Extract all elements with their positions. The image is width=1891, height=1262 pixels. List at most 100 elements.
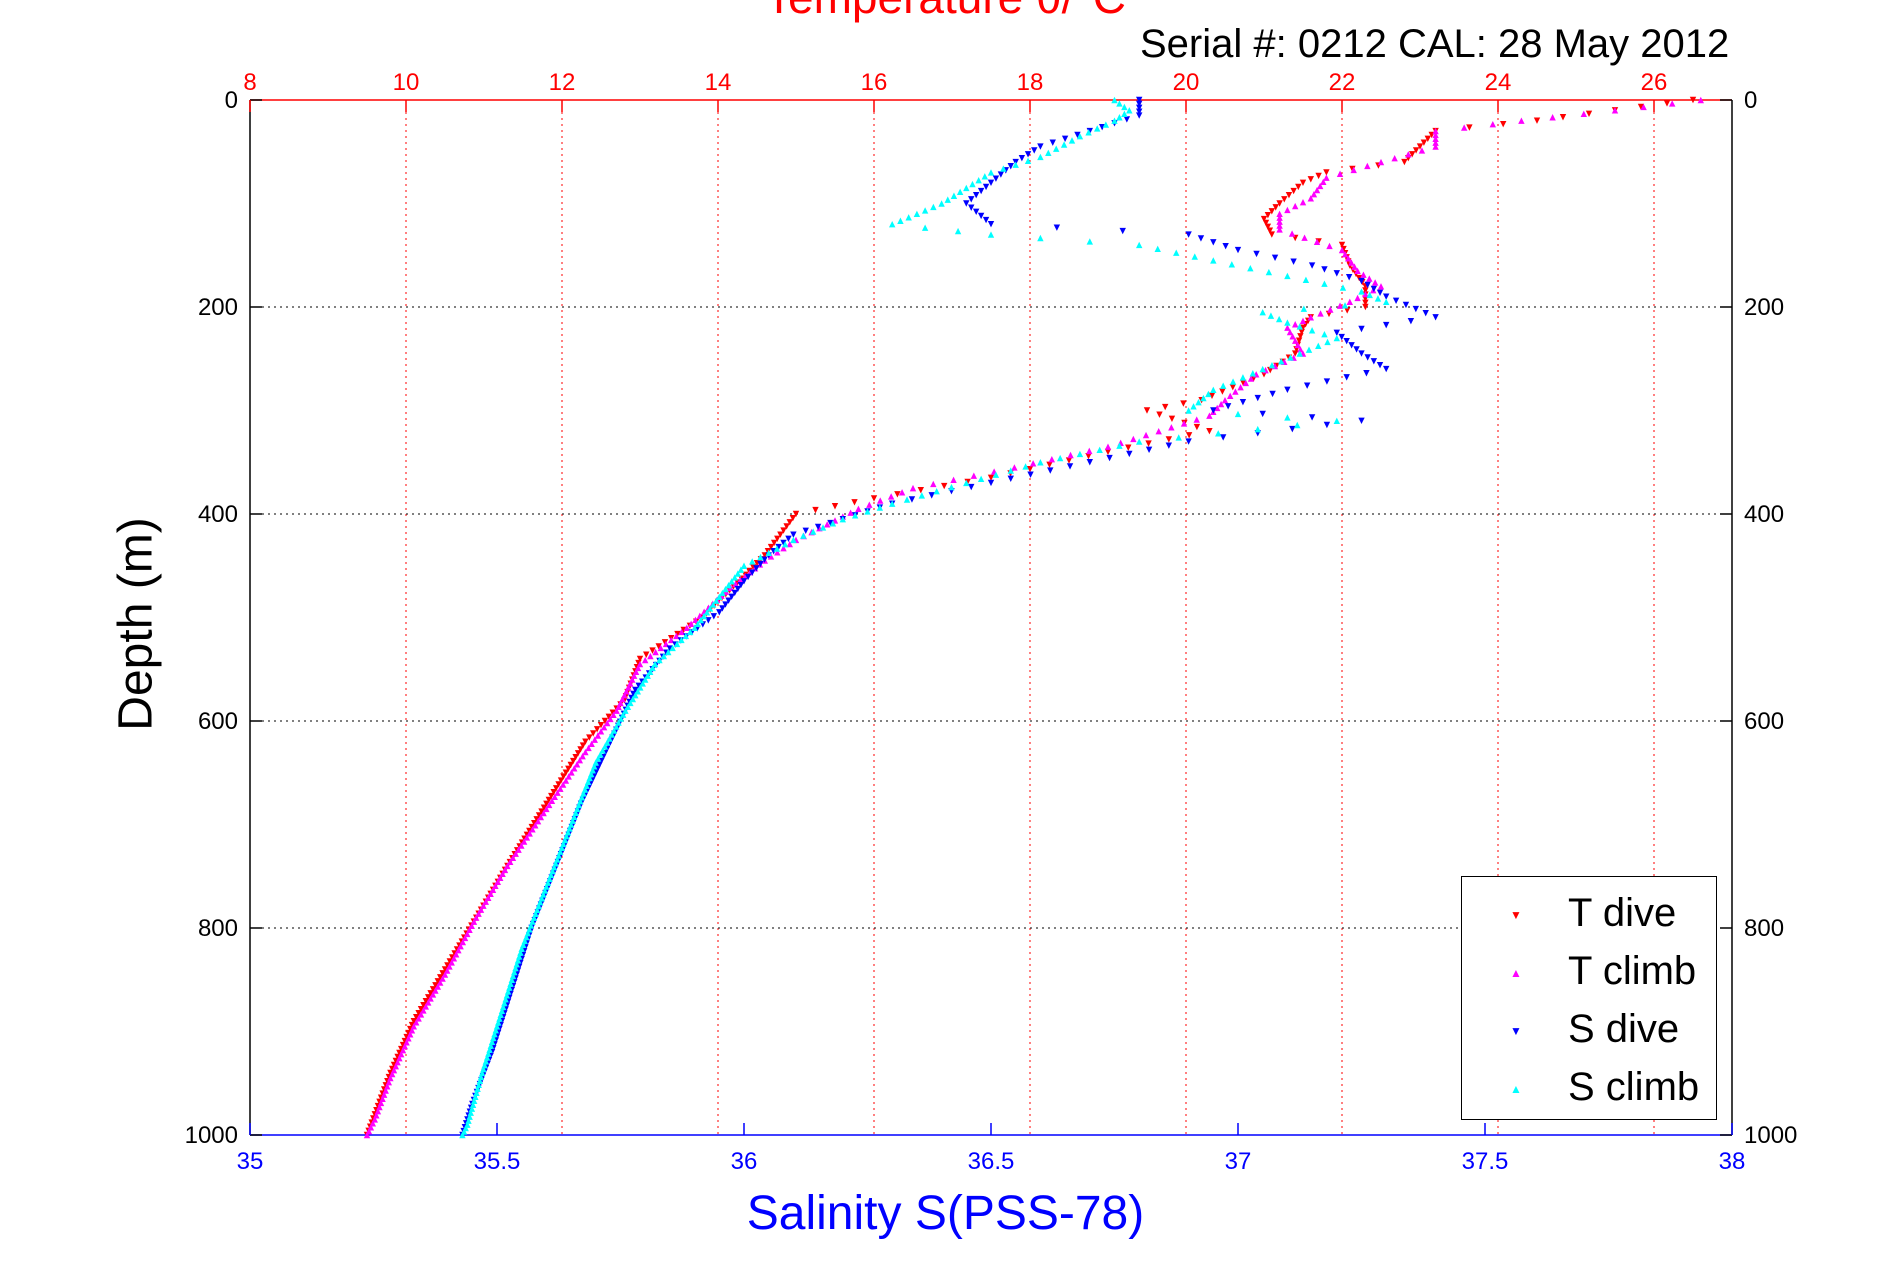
s-dive-point <box>1383 321 1390 329</box>
s-climb-point <box>1287 354 1294 361</box>
t-dive-point <box>1663 100 1671 107</box>
s-climb-point <box>629 695 637 703</box>
t-climb-point <box>437 979 444 986</box>
s-dive-point <box>734 585 742 593</box>
top-tick-label: 12 <box>549 69 576 96</box>
s-dive-point <box>1037 143 1044 150</box>
s-climb-point <box>1210 386 1217 393</box>
t-climb-point <box>477 906 485 913</box>
s-dive-point <box>1358 325 1365 333</box>
t-climb-point <box>562 777 570 784</box>
t-climb-point <box>909 484 917 492</box>
s-climb-point <box>1116 442 1123 449</box>
t-climb-point <box>1168 424 1175 431</box>
t-dive-point <box>636 655 644 663</box>
s-dive-point <box>977 187 985 195</box>
t-climb-point <box>1242 379 1249 387</box>
t-climb-point <box>1155 428 1162 435</box>
t-dive-point <box>574 750 582 757</box>
t-dive-point <box>422 998 429 1005</box>
t-climb-point <box>1432 143 1439 150</box>
legend-label: T climb <box>1568 949 1697 993</box>
t-climb-point <box>450 955 458 962</box>
bottom-tick-label: 35 <box>237 1148 264 1175</box>
s-climb-point <box>1200 394 1207 402</box>
t-dive-point <box>1295 183 1302 191</box>
bottom-axis-title: Salinity S(PSS-78) <box>746 1187 1145 1240</box>
t-climb-point <box>1247 375 1255 382</box>
t-climb-point <box>1227 392 1234 400</box>
t-dive-point <box>593 726 601 733</box>
t-climb-point <box>1313 186 1321 194</box>
s-climb-point <box>728 578 735 585</box>
s-climb-point <box>1000 165 1007 172</box>
legend-label: S dive <box>1568 1007 1680 1051</box>
t-dive-point <box>655 643 662 650</box>
s-climb-point <box>963 184 970 192</box>
s-dive-point <box>972 192 980 199</box>
s-climb-point <box>703 609 711 616</box>
t-dive-point <box>1416 143 1424 150</box>
s-climb-point <box>1136 438 1143 445</box>
t-climb-point <box>1348 259 1355 266</box>
t-climb-point <box>687 620 695 628</box>
s-climb-point <box>864 508 871 515</box>
s-dive-point <box>1364 281 1371 289</box>
t-dive-point <box>1193 423 1201 431</box>
t-climb-point <box>642 656 649 664</box>
t-climb-point <box>480 902 487 909</box>
t-climb-point <box>526 830 533 837</box>
s-climb-point <box>1037 459 1044 466</box>
s-dive-point <box>1074 131 1081 139</box>
s-dive-point <box>1407 318 1415 325</box>
s-dive-point <box>1376 289 1384 296</box>
s-climb-point <box>660 652 668 660</box>
t-climb-point <box>696 612 703 619</box>
s-climb-point <box>1121 110 1128 117</box>
t-climb-point <box>1611 107 1619 114</box>
t-dive-point <box>1264 223 1272 230</box>
s-dive-point <box>666 645 674 652</box>
t-climb-point <box>551 793 558 800</box>
s-dive-point <box>1271 254 1279 262</box>
t-dive-point <box>548 792 555 800</box>
s-dive-point <box>1086 459 1093 466</box>
t-dive-point <box>1637 103 1645 111</box>
s-dive-point <box>749 569 756 576</box>
s-climb-point <box>678 636 685 644</box>
t-climb-point <box>585 744 592 752</box>
y-tick-label-right: 800 <box>1744 915 1784 942</box>
t-dive-point <box>1229 384 1236 391</box>
t-dive-point <box>894 491 901 498</box>
s-climb-point <box>1267 312 1275 319</box>
t-climb-point <box>523 834 531 841</box>
t-dive-point <box>1409 151 1416 158</box>
t-climb-point <box>847 509 854 516</box>
t-climb-point <box>1336 170 1344 177</box>
t-dive-point <box>1125 444 1132 451</box>
t-climb-point <box>420 1007 427 1014</box>
t-climb-point <box>446 963 453 970</box>
s-dive-point <box>1343 337 1350 345</box>
t-dive-point <box>777 531 784 538</box>
s-climb-point <box>950 192 958 199</box>
t-climb-point <box>898 489 906 496</box>
t-climb-point <box>774 549 781 556</box>
s-climb-point <box>1096 446 1103 454</box>
s-dive-point <box>1136 112 1143 119</box>
s-dive-point <box>1007 163 1014 170</box>
bottom-tick-label: 37 <box>1225 1148 1252 1175</box>
t-climb-point <box>1301 234 1308 241</box>
t-climb-point <box>1130 435 1137 443</box>
s-climb-point <box>1374 295 1382 302</box>
s-climb-point <box>477 1073 485 1081</box>
s-dive-point <box>761 556 768 563</box>
s-climb-point <box>1215 430 1222 437</box>
t-dive-point <box>557 777 565 784</box>
t-dive-point <box>1281 196 1288 203</box>
s-climb-point <box>644 672 651 679</box>
s-dive-point <box>716 609 723 616</box>
s-climb-point <box>1229 378 1237 385</box>
s-dive-point <box>710 613 718 620</box>
s-dive-point <box>1422 310 1429 317</box>
